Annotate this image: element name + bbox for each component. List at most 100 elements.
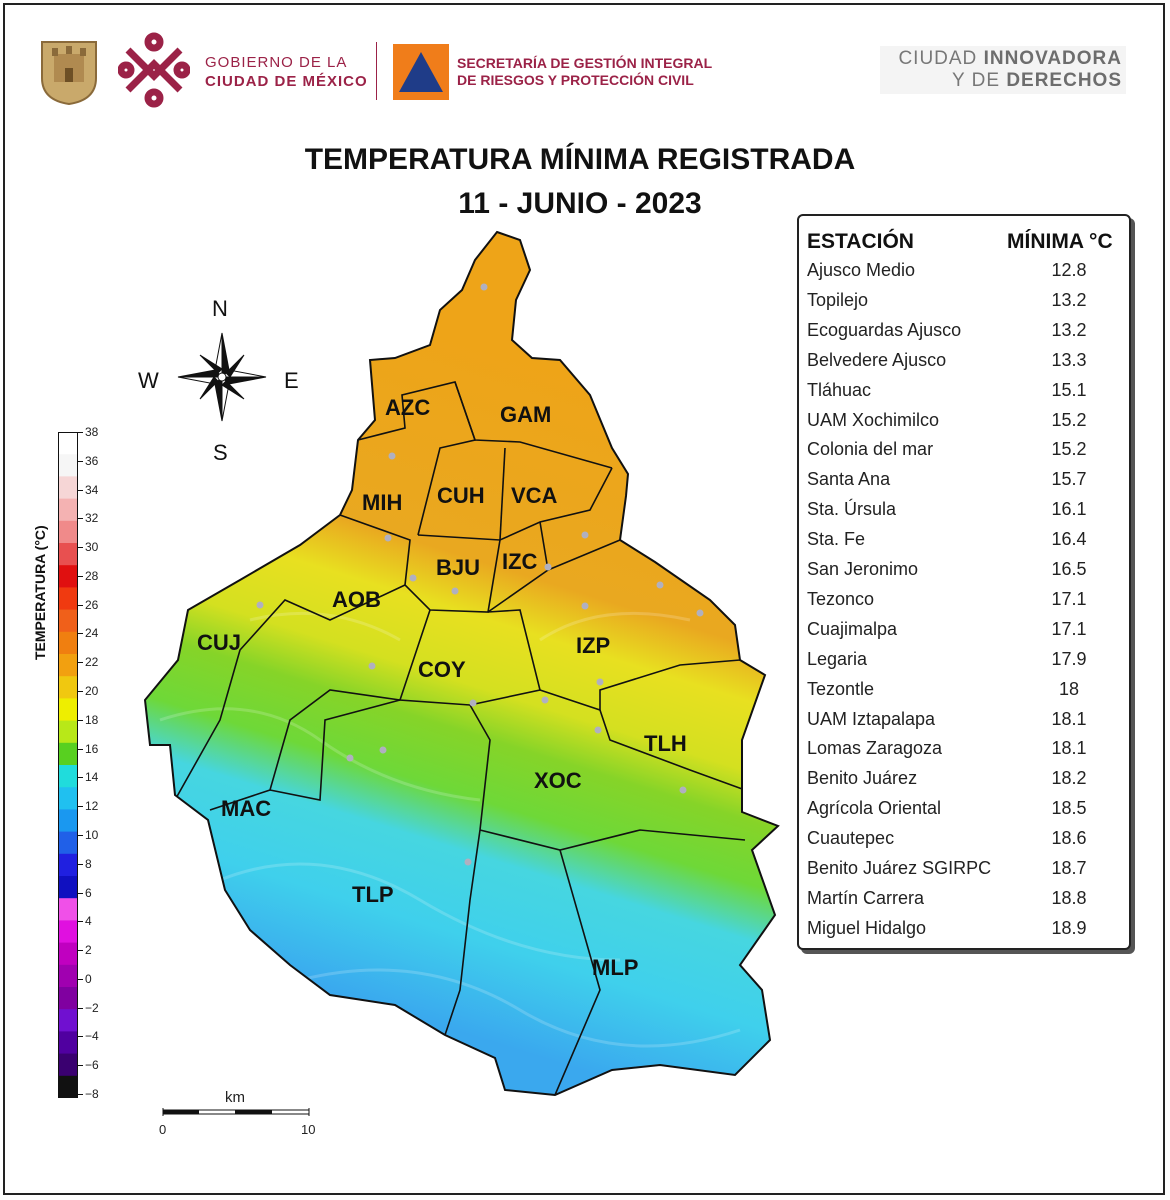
colorbar-tick-label: 4: [85, 914, 92, 929]
colorbar-segment: [58, 987, 78, 1010]
station-min-temp: 15.2: [1051, 409, 1087, 430]
colorbar-tick-mark: [78, 1065, 83, 1067]
station-min-temp: 12.8: [1051, 260, 1087, 280]
colorbar-tick-mark: [78, 1036, 83, 1038]
station-min-temp: 15.2: [1051, 439, 1087, 460]
colorbar-segment: [58, 654, 78, 677]
table-row: Benito Juárez SGIRPC 18.7: [807, 858, 1127, 888]
colorbar-tick-mark: [78, 892, 83, 894]
colorbar-segment: [58, 853, 78, 877]
station-min-temp: 18: [1058, 678, 1080, 699]
colorbar-tick-label: 8: [85, 856, 92, 871]
colorbar-segment: [58, 432, 78, 455]
district-mlp: MLP: [592, 955, 639, 980]
station-table: ESTACIÓN MÍNIMA °C Ajusco Medio 12.8 Topil…: [797, 214, 1131, 950]
secretaria-text: SECRETARÍA DE GESTIÓN INTEGRAL DE RIESGO…: [457, 55, 712, 89]
colorbar-title: TEMPERATURA (°C): [32, 525, 48, 660]
colorbar-segment: [58, 765, 78, 788]
scale-bar: [162, 1108, 310, 1116]
slogan: CIUDAD INNOVADORA Y DE DERECHOS: [880, 46, 1126, 94]
colorbar-tick-label: 12: [85, 799, 99, 814]
district-cuj: CUJ: [197, 630, 242, 655]
colorbar-segment: [58, 498, 78, 522]
colorbar-segment: [58, 876, 78, 899]
station-min-temp: 15.1: [1051, 379, 1087, 400]
colorbar-tick-mark: [78, 518, 83, 520]
colorbar-tick-label: 28: [85, 568, 99, 583]
gobierno-cdmx-logo: [118, 32, 190, 108]
station-min-temp: 18.8: [1051, 887, 1087, 908]
colorbar-tick-label: −8: [85, 1087, 99, 1101]
colorbar-tick-label: 30: [85, 540, 99, 555]
colorbar-segment: [58, 898, 78, 921]
station-name: Belvedere Ajusco: [807, 349, 947, 370]
table-row: Martín Carrera 18.8: [807, 888, 1127, 918]
secretaria-line1: SECRETARÍA DE GESTIÓN INTEGRAL: [457, 55, 713, 71]
colorbar-tick-label: −6: [85, 1058, 99, 1073]
station-min-temp: 18.2: [1051, 768, 1087, 789]
table-row: Sta. Fe 16.4: [807, 529, 1127, 559]
colorbar-tick-label: 10: [85, 827, 99, 842]
colorbar-tick-label: 6: [85, 885, 92, 900]
colorbar-segment: [58, 831, 78, 855]
station-name: Topilejo: [807, 289, 869, 310]
colorbar-tick-label: 0: [85, 971, 92, 986]
colorbar-tick-mark: [78, 1007, 83, 1009]
colorbar-tick-mark: [78, 633, 83, 635]
colorbar-tick-label: 14: [85, 770, 99, 785]
table-row: San Jeronimo 16.5: [807, 559, 1127, 589]
colorbar-segment: [58, 543, 78, 566]
gobierno-line2: CIUDAD DE MÉXICO: [205, 73, 368, 90]
colorbar-segment: [58, 720, 78, 744]
station-name: Ecoguardas Ajusco: [807, 319, 962, 340]
district-izc: IZC: [502, 549, 538, 574]
compass-east: E: [284, 368, 299, 393]
colorbar-tick-mark: [78, 547, 83, 549]
table-row: Santa Ana 15.7: [807, 469, 1127, 499]
colorbar-segment: [58, 1075, 78, 1098]
station-name: UAM Iztapalapa: [807, 708, 936, 729]
table-row: UAM Iztapalapa 18.1: [807, 709, 1127, 739]
station-name: Miguel Hidalgo: [807, 917, 927, 938]
station-min-temp: 18.7: [1051, 858, 1087, 878]
colorbar-segment: [58, 520, 78, 544]
colorbar-tick-label: −2: [85, 1000, 99, 1015]
colorbar-segment: [58, 1031, 78, 1055]
proteccion-civil-logo: [393, 44, 449, 100]
station-min-temp: 16.1: [1051, 499, 1087, 520]
colorbar-tick-mark: [78, 748, 83, 750]
map-date: 11 - JUNIO - 2023: [458, 187, 702, 220]
colorbar-tick-label: 34: [85, 482, 99, 497]
table-row: Benito Juárez 18.2: [807, 768, 1127, 798]
colorbar-segment: [58, 476, 78, 500]
colorbar-segment: [58, 1053, 78, 1077]
colorbar-segment: [58, 920, 78, 944]
compass-south: S: [213, 440, 228, 465]
colorbar-tick-mark: [78, 719, 83, 721]
colorbar-tick-label: 32: [85, 511, 99, 526]
colorbar-segment: [58, 942, 78, 966]
district-azc: AZC: [385, 395, 431, 420]
station-min-temp: 18.5: [1051, 798, 1087, 819]
colorbar-tick-label: 22: [85, 655, 99, 670]
scale-end: 10: [301, 1122, 316, 1137]
colorbar-tick-label: 24: [85, 626, 99, 641]
station-name: Ajusco Medio: [807, 260, 916, 280]
colorbar-segment: [58, 809, 78, 833]
station-markers: [256, 283, 704, 866]
scale-start: 0: [159, 1122, 167, 1137]
station-name: Cuajimalpa: [807, 618, 898, 639]
district-coy: COY: [418, 657, 466, 682]
colorbar-tick-mark: [78, 834, 83, 836]
district-cuh: CUH: [437, 483, 485, 508]
colorbar-tick-mark: [78, 604, 83, 606]
station-name: Benito Juárez SGIRPC: [807, 858, 992, 878]
table-row: UAM Xochimilco 15.2: [807, 410, 1127, 440]
colorbar-border: [58, 432, 78, 1098]
slogan-line1-b: INNOVADORA: [983, 48, 1122, 69]
station-min-temp: 18.6: [1051, 828, 1087, 849]
station-name: Sta. Fe: [807, 529, 866, 550]
district-aob: AOB: [332, 587, 381, 612]
slogan-line2-b: DERECHOS: [1006, 70, 1122, 91]
